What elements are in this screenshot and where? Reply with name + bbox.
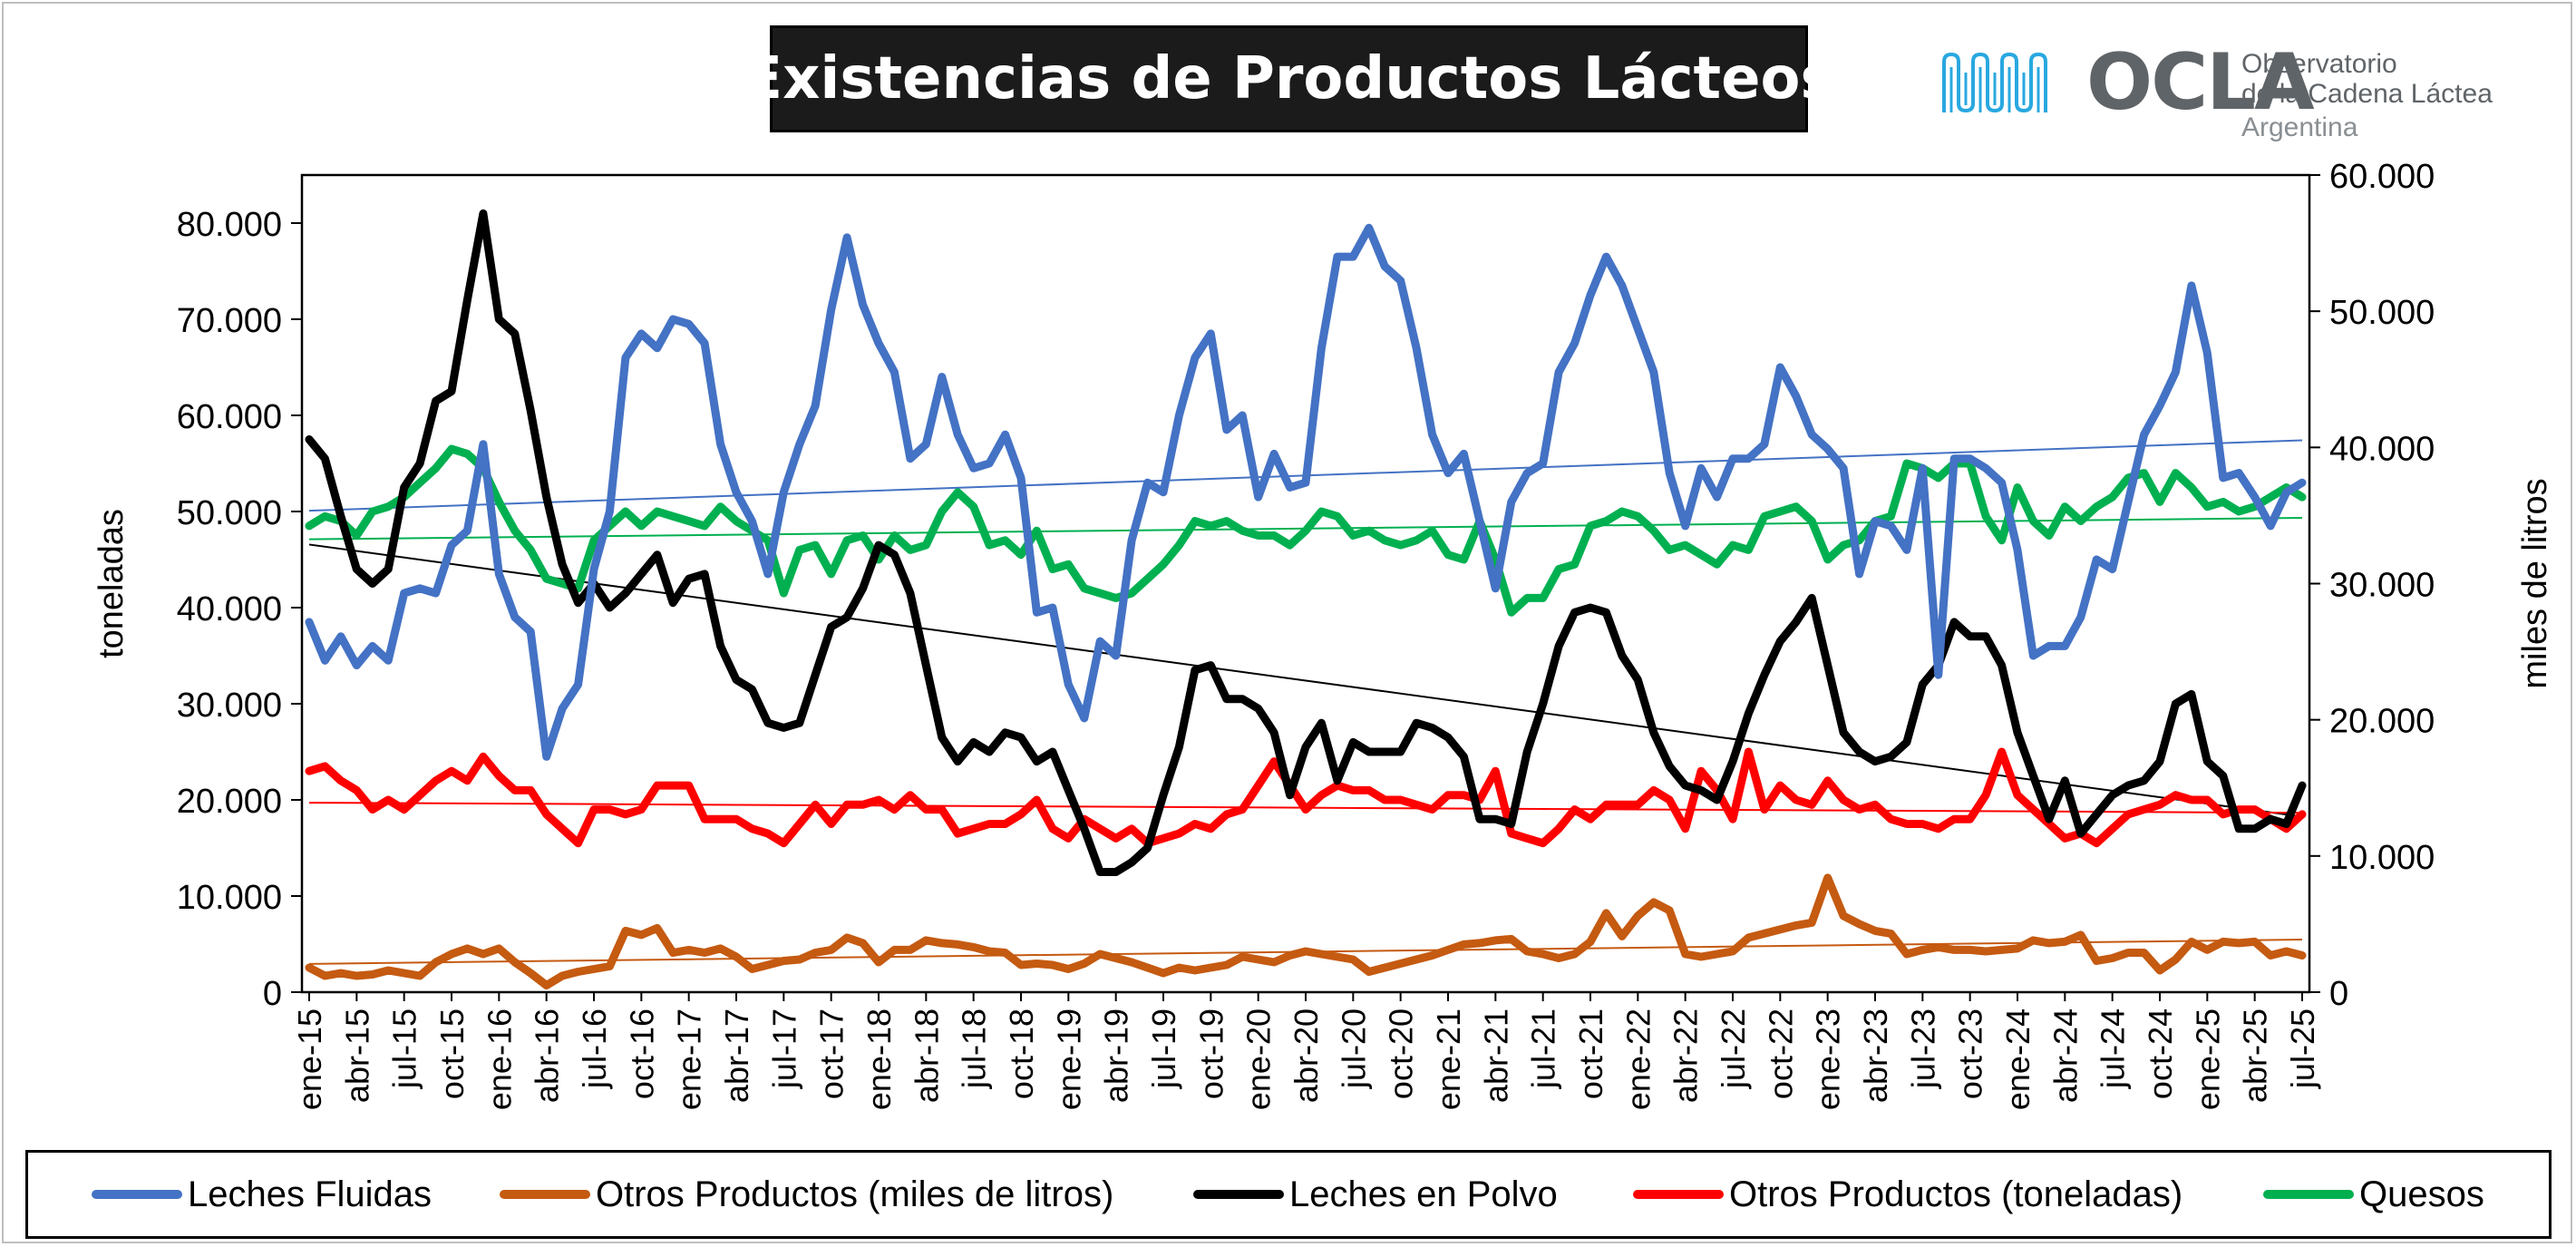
x-tick-label: abr-22 (1667, 1008, 1705, 1103)
legend-swatch (1633, 1190, 1724, 1199)
legend-label: Leches Fluidas (188, 1174, 433, 1214)
x-tick-label: oct-20 (1383, 1008, 1420, 1099)
x-tick-label: abr-19 (1098, 1008, 1135, 1103)
x-tick-label: jul-25 (2284, 1008, 2321, 1089)
legend-item: Leches Fluidas (92, 1153, 432, 1236)
x-tick-label: jul-16 (576, 1008, 613, 1089)
x-tick-label: oct-21 (1572, 1008, 1609, 1099)
legend-item: Quesos (2263, 1153, 2484, 1236)
x-tick-label: abr-21 (1477, 1008, 1514, 1103)
plot-area (300, 173, 2311, 994)
series-line-quesos (305, 444, 2307, 617)
logo-subtitle: Observatorio de la Cadena Láctea (2241, 49, 2493, 109)
y-left-tick-label: 30.000 (177, 687, 282, 725)
y-right-tick-label: 10.000 (2329, 839, 2435, 877)
x-tick-label: oct-22 (1762, 1008, 1799, 1099)
legend-label: Otros Productos (toneladas) (1729, 1174, 2183, 1214)
y-left-tick-label: 10.000 (177, 879, 282, 917)
y-left-tick-label: 40.000 (177, 590, 282, 628)
y-right-tick-label: 30.000 (2329, 567, 2435, 605)
x-tick-label: ene-18 (860, 1008, 898, 1110)
x-tick-label: abr-15 (338, 1008, 375, 1103)
y-left-axis-title: toneladas (92, 509, 131, 658)
logo-line1: Observatorio (2241, 49, 2397, 79)
x-tick-label: abr-16 (529, 1008, 566, 1103)
x-tick-label: abr-20 (1288, 1008, 1325, 1103)
y-left-tick-label: 70.000 (177, 302, 282, 340)
y-right-axis-title: miles de litros (2516, 478, 2554, 688)
logo-line2: de la Cadena Láctea (2241, 79, 2493, 109)
ocla-logo: OCLA Observatorio de la Cadena Láctea Ar… (1939, 37, 2493, 149)
x-tick-label: ene-19 (1050, 1008, 1087, 1110)
y-left-tick-label: 80.000 (177, 206, 282, 244)
x-tick-label: ene-16 (481, 1008, 518, 1110)
x-tick-label: oct-18 (1003, 1008, 1040, 1099)
x-tick-label: abr-24 (2046, 1008, 2084, 1103)
x-tick-label: ene-15 (291, 1008, 328, 1110)
x-tick-label: ene-23 (1810, 1008, 1847, 1110)
x-tick-label: jul-19 (1145, 1008, 1182, 1089)
y-right-tick-label: 50.000 (2329, 294, 2435, 332)
y-right-tick-label: 0 (2329, 975, 2348, 1013)
y-left-tick-label: 0 (263, 975, 282, 1013)
legend-swatch (1193, 1190, 1284, 1199)
x-tick-label: jul-21 (1525, 1008, 1562, 1089)
y-right-tick-label: 20.000 (2329, 703, 2435, 741)
x-tick-label: jul-24 (2095, 1008, 2132, 1089)
legend-swatch (92, 1190, 182, 1199)
x-tick-label: oct-17 (813, 1008, 851, 1099)
x-tick-label: abr-17 (718, 1008, 755, 1103)
x-tick-label: ene-22 (1619, 1008, 1657, 1110)
x-tick-label: ene-24 (1999, 1008, 2036, 1110)
x-tick-label: ene-17 (671, 1008, 708, 1110)
x-tick-label: jul-20 (1335, 1008, 1372, 1089)
y-left-tick-label: 20.000 (177, 783, 282, 821)
y-right-tick-label: 40.000 (2329, 430, 2435, 468)
legend-item: Otros Productos (miles de litros) (500, 1153, 1113, 1236)
x-tick-label: ene-25 (2189, 1008, 2226, 1110)
chart-legend: Leches Fluidas Otros Productos (miles de … (25, 1150, 2552, 1239)
legend-label: Leches en Polvo (1289, 1174, 1558, 1214)
x-tick-label: abr-25 (2237, 1008, 2274, 1103)
legend-swatch (2263, 1190, 2354, 1199)
legend-swatch (500, 1190, 590, 1199)
x-tick-label: jul-15 (386, 1008, 423, 1089)
chart-title-box: Existencias de Productos Lácteos (743, 25, 1835, 132)
x-tick-label: abr-18 (908, 1008, 945, 1103)
x-tick-label: oct-19 (1192, 1008, 1230, 1099)
x-tick-label: ene-21 (1430, 1008, 1467, 1110)
x-tick-label: ene-20 (1240, 1008, 1278, 1110)
x-tick-label: oct-15 (433, 1008, 471, 1099)
y-left-tick-label: 50.000 (177, 494, 282, 532)
x-tick-label: jul-22 (1715, 1008, 1752, 1089)
x-tick-label: oct-23 (1952, 1008, 1989, 1099)
y-left-tick-label: 60.000 (177, 398, 282, 436)
x-tick-label: abr-23 (1857, 1008, 1894, 1103)
x-tick-label: jul-17 (765, 1008, 802, 1089)
series-line-leches-en-polvo (305, 209, 2307, 876)
logo-name: OCLA (2086, 37, 2315, 128)
x-tick-label: jul-23 (1904, 1008, 1941, 1089)
ocla-wave-icon (1942, 52, 2047, 113)
x-tick-label: jul-18 (956, 1008, 993, 1089)
x-tick-label: oct-24 (2142, 1008, 2179, 1099)
legend-label: Otros Productos (miles de litros) (596, 1174, 1114, 1214)
logo-country: Argentina (2241, 112, 2358, 142)
series-line-leches-fluidas (305, 223, 2307, 761)
series-line-otros-productos-miles-de-litros- (305, 873, 2307, 989)
legend-label: Quesos (2359, 1174, 2484, 1214)
series-line-otros-productos-toneladas- (305, 747, 2307, 848)
legend-item: Leches en Polvo (1193, 1153, 1558, 1236)
y-right-tick-label: 60.000 (2329, 158, 2435, 196)
chart-title: Existencias de Productos Lácteos (743, 45, 1835, 112)
x-tick-label: oct-16 (623, 1008, 660, 1099)
trendline-leches-en-polvo (308, 543, 2303, 818)
legend-item: Otros Productos (toneladas) (1633, 1153, 2182, 1236)
